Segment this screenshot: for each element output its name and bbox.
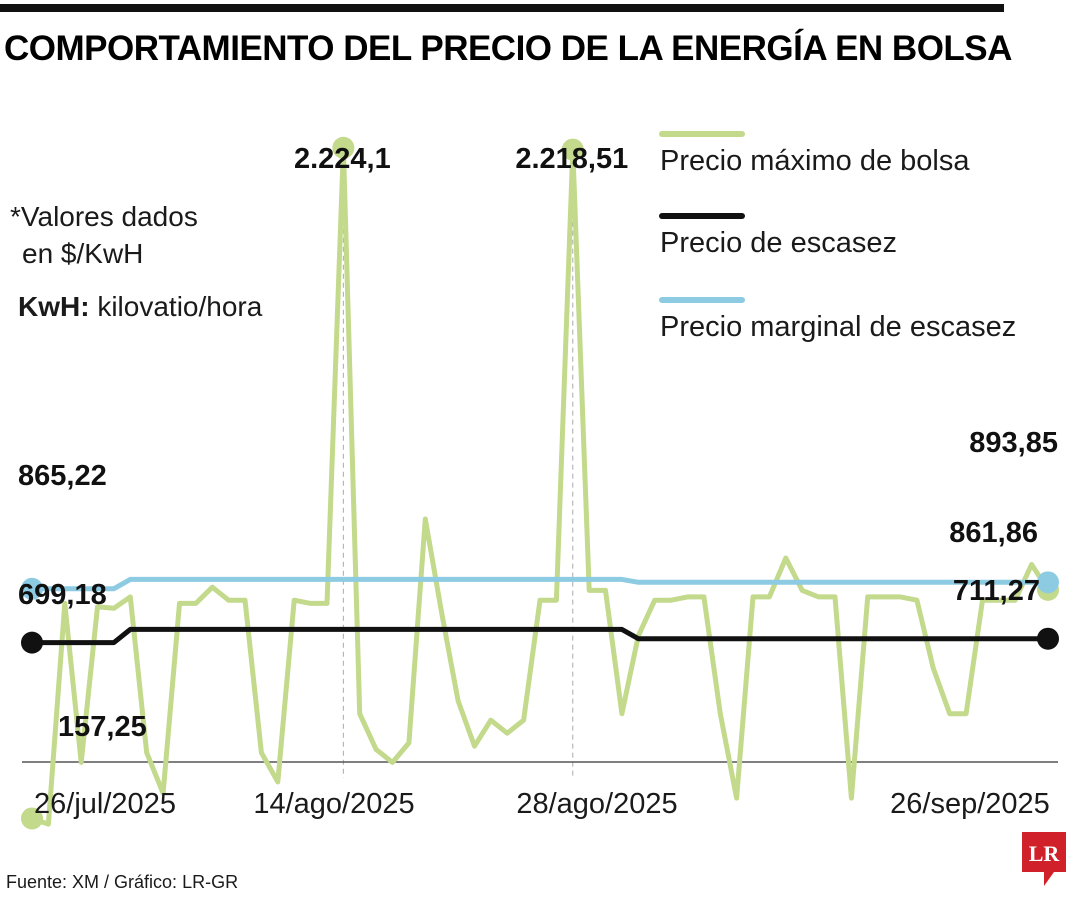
peak-dot-1 (561, 138, 584, 161)
label-marginal-start: 865,22 (18, 460, 107, 492)
x-tick-label-2: 28/ago/2025 (516, 788, 677, 820)
legend-label-escasez: Precio de escasez (660, 227, 897, 259)
legend: Precio máximo de bolsa Precio de escasez P… (659, 131, 1016, 343)
peak-guides (342, 147, 574, 778)
note-kwh-bold: KwH: (18, 291, 90, 322)
series-layer (21, 136, 1059, 830)
source-note: Fuente: XM / Gráfico: LR-GR (6, 872, 238, 892)
label-escasez-end: 711,27 (953, 575, 1040, 607)
notes-block: *Valores dados en $/KwH KwH: kilovatio/h… (10, 201, 263, 322)
label-peak-1: 2.218,51 (515, 143, 628, 175)
series-line-escasez (29, 626, 1051, 646)
label-peak-0: 2.224,1 (294, 143, 391, 175)
x-tick-label-3: 26/sep/2025 (890, 788, 1050, 820)
series-line-marginal (29, 576, 1051, 592)
legend-label-marginal: Precio marginal de escasez (660, 311, 1016, 343)
start-dot-marginal (21, 577, 43, 600)
note-line-1: *Valores dados (10, 201, 198, 232)
lr-logo-text: LR (1029, 841, 1061, 866)
series-line-maximo (29, 145, 1051, 827)
note-kwh: KwH: kilovatio/hora (18, 291, 263, 322)
note-kwh-text: kilovatio/hora (90, 291, 263, 322)
peak-dot-0 (332, 136, 355, 159)
x-tick-label-1: 14/ago/2025 (253, 788, 414, 820)
start-dot-escasez (21, 631, 43, 654)
start-dot-maximo (21, 807, 43, 830)
label-maximo-extra-0: 893,85 (969, 427, 1058, 459)
x-tick-labels: 26/jul/2025 14/ago/2025 28/ago/2025 26/sep/… (34, 788, 1050, 820)
lr-logo: LR (1022, 832, 1066, 886)
note-line-2: en $/KwH (22, 238, 143, 269)
x-tick-label-0: 26/jul/2025 (34, 788, 176, 820)
label-maximo-start: 157,25 (58, 711, 147, 743)
end-dot-marginal (1037, 571, 1059, 594)
legend-label-maximo: Precio máximo de bolsa (660, 145, 970, 177)
label-maximo-end: 861,86 (949, 517, 1038, 549)
label-escasez-start: 699,18 (18, 579, 107, 611)
value-labels: 157,25 2.224,1 2.218,51 893,85 861,86 865,22 6… (18, 143, 1058, 743)
chart-title: COMPORTAMIENTO DEL PRECIO DE LA ENERGÍA … (4, 28, 1012, 68)
end-dot-escasez (1037, 627, 1059, 650)
top-rule (0, 4, 1004, 12)
lr-logo-badge (1022, 832, 1066, 886)
